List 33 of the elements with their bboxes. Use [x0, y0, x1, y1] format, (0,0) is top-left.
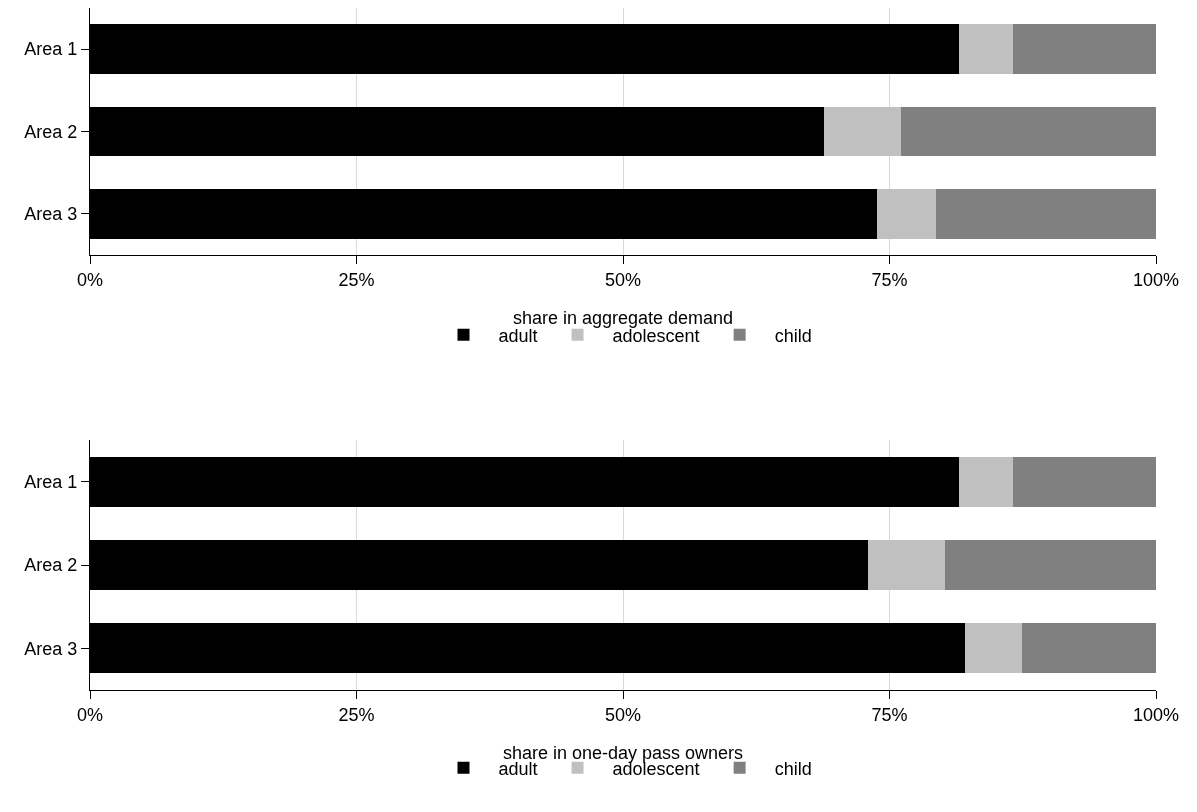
y-tick-label: Area 2: [24, 121, 78, 142]
x-tick-label: 25%: [338, 269, 375, 290]
bar: [876, 189, 937, 239]
y-tick-label: Area 2: [24, 555, 78, 576]
legend-label: adult: [498, 325, 538, 346]
y-tick-label: Area 1: [24, 39, 78, 60]
y-tick-label: Area 3: [24, 204, 78, 225]
bar: [1013, 24, 1156, 74]
x-tick-label: 25%: [338, 704, 375, 725]
bar: [965, 623, 1022, 674]
x-tick-label: 75%: [871, 704, 908, 725]
bar: [958, 24, 1014, 74]
x-tick-label: 50%: [604, 704, 642, 725]
x-tick-label: 0%: [76, 269, 104, 290]
bar: [944, 540, 1156, 590]
y-tick-label: Area 3: [24, 638, 78, 659]
x-tick-label: 100%: [1132, 704, 1180, 725]
x-axis-title: share in aggregate demand: [512, 307, 734, 328]
x-tick-label: 0%: [76, 704, 104, 725]
legend-label: child: [774, 758, 812, 779]
x-tick-label: 50%: [604, 269, 642, 290]
bar: [936, 189, 1156, 239]
x-tick-label: 100%: [1132, 269, 1180, 290]
bar: [1021, 623, 1156, 674]
bar: [901, 106, 1156, 157]
bar: [958, 456, 1014, 507]
legend-label: child: [774, 325, 812, 346]
bar: [1013, 456, 1156, 507]
y-tick-label: Area 1: [24, 471, 78, 492]
x-tick-label: 75%: [871, 269, 908, 290]
bar: [824, 106, 902, 157]
bar: [868, 540, 945, 590]
legend-label: adult: [498, 758, 538, 779]
